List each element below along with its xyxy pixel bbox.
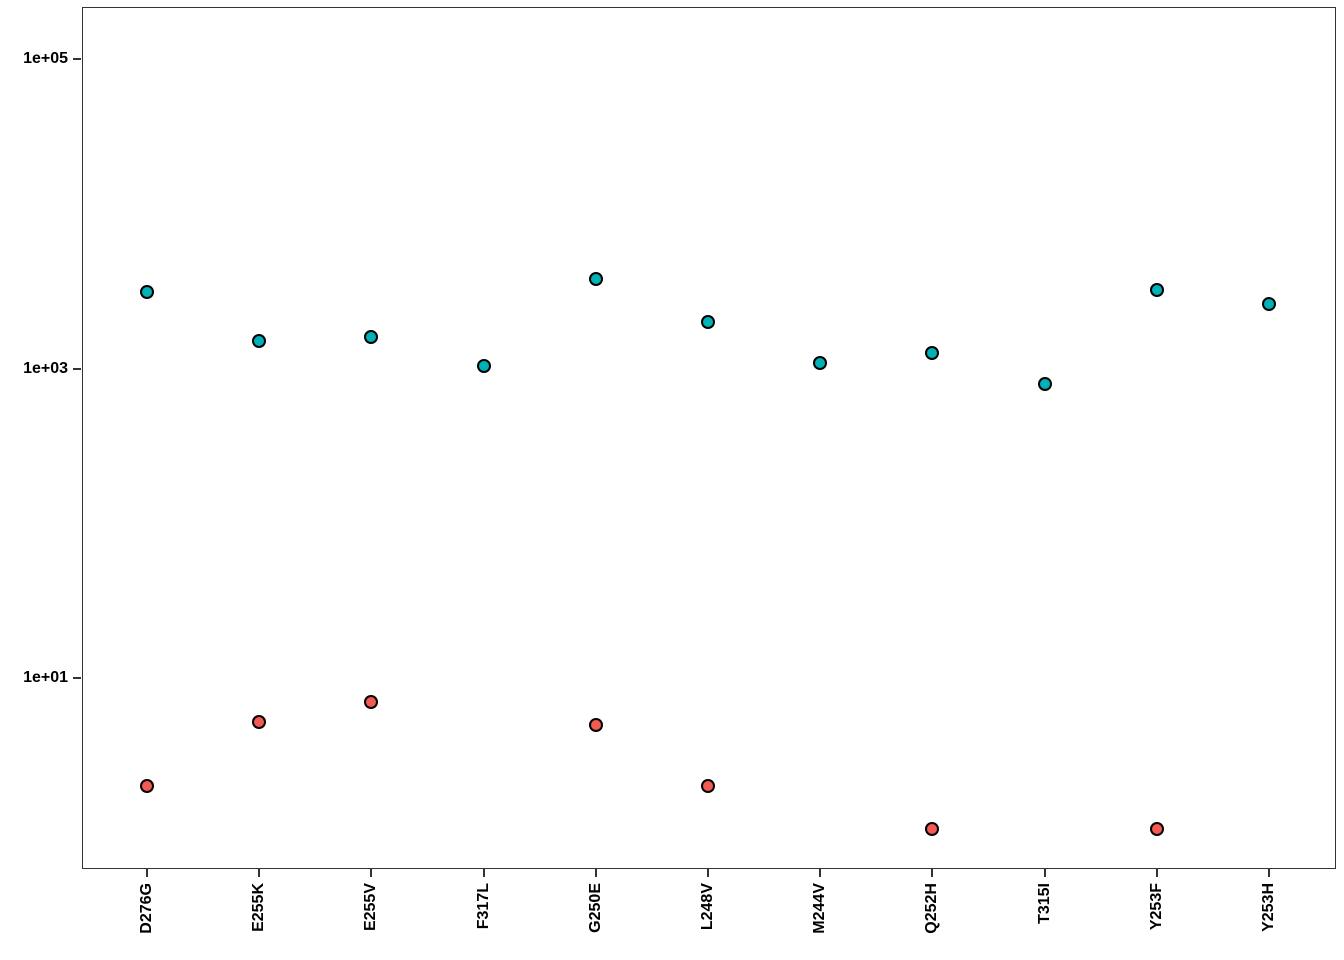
x-axis-tick (482, 869, 485, 877)
y-axis-tick-label: 1e+05 (23, 50, 68, 67)
y-axis-tick (73, 367, 81, 370)
data-point-E255V (364, 329, 379, 344)
x-axis-tick (819, 869, 822, 877)
data-point-E255V (364, 694, 379, 709)
x-axis-tick-label: E255V (362, 883, 380, 932)
x-axis-tick (594, 869, 597, 877)
y-axis-tick-label: 1e+03 (23, 359, 68, 377)
y-axis-tick (73, 677, 81, 679)
x-axis-tick-label: G250E (586, 883, 604, 933)
x-axis-tick (1043, 869, 1046, 877)
x-axis-tick-label: T315I (1035, 883, 1053, 924)
x-axis-tick (1155, 869, 1158, 877)
data-point-Q252H (925, 345, 940, 360)
data-point-L248V (701, 779, 715, 794)
x-axis-tick-label: Y253F (1147, 883, 1165, 931)
data-point-Q252H (925, 822, 940, 837)
x-axis-tick-label: M244V (811, 883, 829, 934)
data-point-T315I (1037, 377, 1052, 392)
data-point-D276G (140, 285, 154, 300)
data-point-L248V (701, 314, 715, 329)
data-point-F317L (476, 358, 491, 373)
x-axis-tick (146, 869, 148, 877)
x-axis-tick-label: E255K (250, 883, 268, 932)
data-point-G250E (588, 717, 603, 732)
x-axis-tick-label: D276G (138, 883, 155, 934)
y-axis-tick-label: 1e+01 (23, 669, 68, 686)
data-point-M244V (813, 355, 828, 370)
x-axis-tick (931, 869, 934, 877)
data-point-Y253H (1262, 297, 1276, 312)
x-axis-tick-label: L248V (699, 883, 716, 931)
data-point-Y253F (1149, 283, 1164, 298)
data-point-D276G (140, 779, 154, 794)
y-axis-tick (73, 58, 81, 60)
x-axis-tick (258, 869, 261, 877)
plot-panel (82, 7, 1336, 869)
data-point-Y253F (1149, 822, 1164, 837)
x-axis-tick (707, 869, 709, 877)
data-point-E255K (252, 714, 267, 729)
x-axis-tick (1268, 869, 1270, 877)
x-axis-tick-label: F317L (474, 883, 492, 930)
x-axis-tick (370, 869, 373, 877)
data-point-G250E (588, 271, 603, 286)
data-point-E255K (252, 334, 267, 349)
x-axis-tick-label: Y253H (1260, 883, 1277, 932)
x-axis-tick-label: Q252H (923, 883, 941, 934)
